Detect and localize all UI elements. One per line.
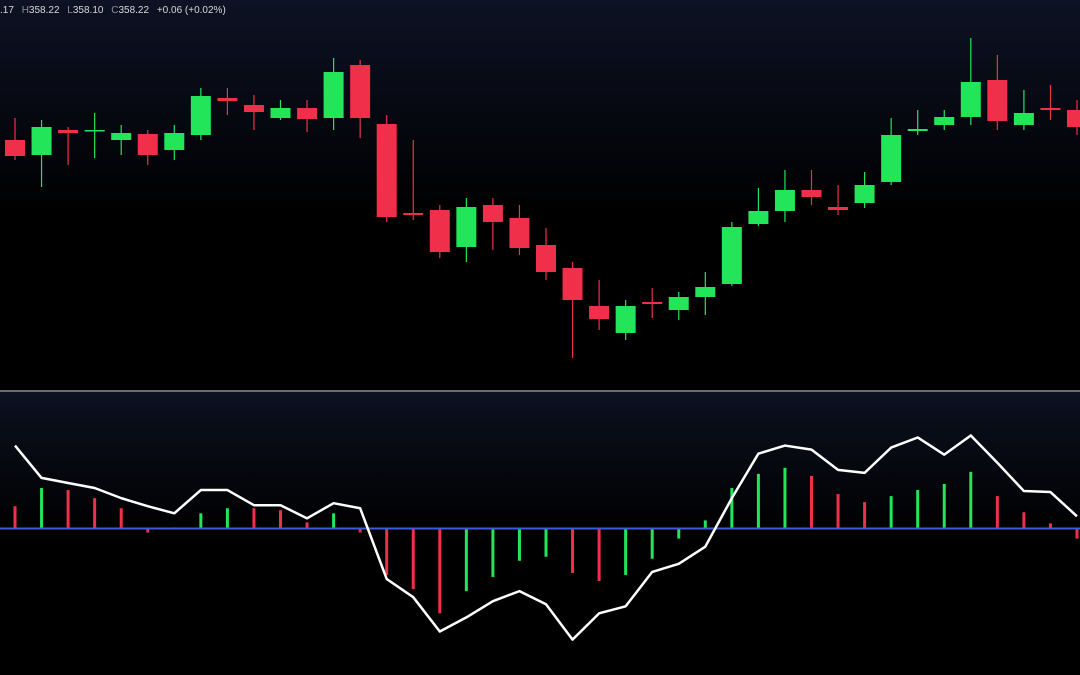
candle-body	[243, 105, 264, 112]
histogram-bar	[677, 528, 681, 539]
histogram-bar	[730, 488, 734, 529]
candle-body	[1013, 113, 1034, 125]
candle-body	[881, 135, 902, 182]
histogram-bar	[571, 528, 575, 573]
candle-body	[1040, 108, 1061, 110]
candle-body	[376, 124, 397, 217]
histogram-bar	[517, 528, 521, 561]
histogram-bar	[13, 506, 17, 529]
histogram-bar	[146, 528, 150, 533]
candle-body	[562, 268, 583, 300]
histogram-bar	[889, 496, 893, 529]
histogram-bar	[624, 528, 628, 575]
histogram-bar	[1048, 523, 1052, 529]
histogram-bar	[650, 528, 654, 559]
candle-body	[111, 133, 132, 140]
candle-body	[190, 96, 211, 135]
histogram-bar	[358, 528, 362, 533]
price-pane	[0, 0, 1080, 390]
histogram-bar	[464, 528, 468, 592]
candle-body	[297, 108, 318, 119]
candle-body	[429, 210, 450, 252]
histogram-bar	[969, 471, 973, 529]
histogram-bar	[942, 483, 946, 529]
candle-body	[615, 306, 636, 333]
histogram-bar	[279, 510, 282, 529]
candle-body	[482, 205, 503, 222]
candle-body	[907, 129, 928, 131]
candle-body	[137, 134, 158, 155]
indicator-pane	[0, 392, 1080, 675]
candle-body	[350, 65, 371, 118]
signal-line	[14, 434, 1078, 641]
candle-body	[217, 98, 238, 101]
ohlc-header: .17 H358.22 L358.10 C358.22 +0.06 (+0.02…	[0, 5, 226, 16]
histogram-bar	[40, 488, 44, 529]
candle-body	[960, 82, 981, 117]
candle-body	[84, 130, 105, 132]
candle-body	[5, 140, 25, 156]
histogram-bar	[332, 513, 336, 529]
histogram-bar	[66, 490, 70, 529]
histogram-bar	[810, 475, 813, 529]
candle-body	[270, 108, 291, 118]
histogram-bar	[252, 508, 256, 529]
histogram-bar	[93, 498, 97, 529]
close-label: C	[111, 5, 118, 16]
candle-body	[721, 227, 742, 284]
histogram-bar	[597, 528, 601, 582]
histogram-bar	[491, 528, 495, 577]
candle-body	[854, 185, 875, 203]
candle-body	[828, 207, 849, 210]
candle-body	[536, 245, 556, 272]
high-label: H	[22, 5, 29, 16]
histogram-bar	[836, 494, 840, 529]
close-value: 358.22	[118, 5, 149, 16]
candle-body	[58, 130, 79, 133]
histogram-bar	[863, 502, 867, 529]
histogram-bar	[995, 496, 999, 529]
candle-body	[31, 127, 52, 155]
candle-body	[695, 287, 716, 297]
histogram-bar	[544, 528, 548, 557]
histogram-bar	[411, 528, 415, 590]
histogram-bar	[225, 508, 229, 529]
candle-body	[987, 80, 1008, 121]
candle-body	[164, 133, 185, 150]
candle-body	[589, 306, 610, 319]
histogram-bar	[1022, 512, 1026, 529]
histogram-bar	[703, 520, 707, 529]
histogram-bar	[199, 513, 203, 529]
candle-body	[509, 218, 530, 248]
candle-body	[934, 117, 955, 125]
candle-body	[801, 190, 822, 197]
candle-body	[456, 207, 477, 247]
candle-body	[748, 211, 769, 224]
histogram-bar	[119, 508, 123, 529]
change: +0.06 (+0.02%)	[157, 5, 226, 16]
histogram-bar	[916, 490, 920, 529]
low-value: 358.10	[73, 5, 104, 16]
high-value: 358.22	[29, 5, 60, 16]
histogram-bar	[438, 528, 442, 614]
candle-body	[774, 190, 795, 211]
open-value: .17	[0, 5, 14, 16]
candle-body	[668, 297, 689, 310]
candle-body	[1067, 110, 1080, 127]
candle-body	[323, 72, 344, 118]
candle-body	[642, 302, 663, 304]
histogram-bar	[756, 473, 760, 529]
candle-body	[403, 213, 424, 215]
histogram-bar	[305, 522, 309, 529]
histogram-bar	[783, 467, 787, 529]
histogram-bar	[1075, 528, 1079, 539]
low-label: L	[67, 5, 73, 16]
histogram-bar	[385, 528, 389, 575]
